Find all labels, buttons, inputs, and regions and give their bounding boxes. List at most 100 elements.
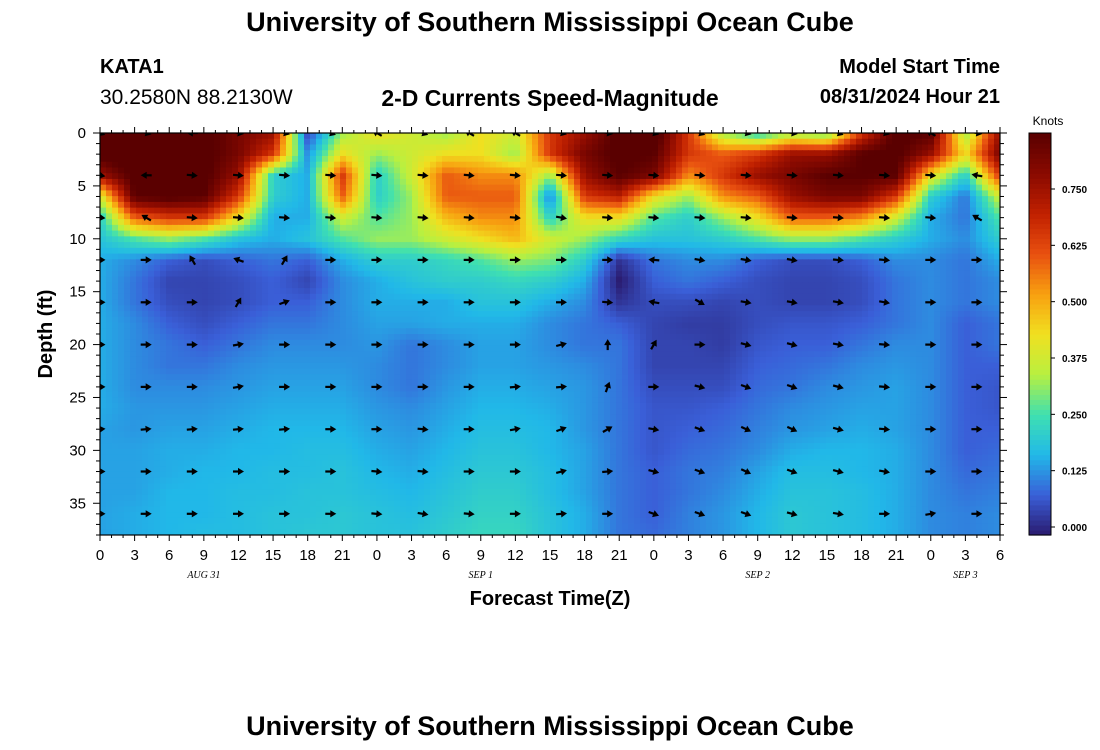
heatmap-cell — [658, 282, 665, 289]
heatmap-cell — [274, 305, 281, 312]
heatmap-cell — [196, 230, 203, 237]
heatmap-cell — [124, 322, 131, 329]
heatmap-cell — [298, 224, 305, 232]
heatmap-cell — [874, 242, 881, 249]
heatmap-cell — [748, 178, 755, 186]
heatmap-cell — [730, 178, 737, 186]
heatmap-cell — [478, 236, 485, 243]
heatmap-cell — [616, 316, 623, 324]
heatmap-cell — [874, 161, 881, 169]
heatmap-cell — [646, 173, 653, 180]
heatmap-cell — [262, 224, 269, 232]
heatmap-cell — [796, 155, 803, 163]
heatmap-cell — [532, 247, 539, 255]
heatmap-cell — [874, 224, 881, 232]
heatmap-cell — [964, 167, 971, 174]
heatmap-cell — [964, 155, 971, 163]
heatmap-cell — [304, 224, 311, 232]
heatmap-cell — [880, 247, 887, 255]
heatmap-cell — [904, 150, 911, 157]
heatmap-cell — [394, 299, 401, 306]
heatmap-cell — [850, 311, 857, 318]
heatmap-cell — [316, 196, 323, 203]
heatmap-cell — [556, 311, 563, 318]
heatmap-cell — [484, 213, 491, 220]
heatmap-cell — [478, 150, 485, 157]
heatmap-cell — [442, 276, 449, 283]
heatmap-cell — [400, 230, 407, 237]
heatmap-cell — [520, 207, 527, 214]
heatmap-cell — [988, 316, 995, 324]
heatmap-cell — [604, 184, 611, 192]
heatmap-cell — [298, 230, 305, 237]
heatmap-cell — [190, 265, 197, 272]
heatmap-cell — [832, 155, 839, 163]
heatmap-cell — [466, 305, 473, 312]
heatmap-cell — [166, 288, 173, 295]
heatmap-cell — [232, 184, 239, 192]
heatmap-cell — [208, 173, 215, 180]
heatmap-cell — [436, 144, 443, 151]
heatmap-cell — [598, 224, 605, 232]
heatmap-cells — [100, 133, 1000, 535]
heatmap-cell — [334, 144, 341, 151]
heatmap-cell — [688, 288, 695, 295]
heatmap-cell — [250, 144, 257, 151]
heatmap-cell — [268, 155, 275, 163]
heatmap-cell — [208, 133, 215, 140]
heatmap-cell — [472, 242, 479, 249]
heatmap-cell — [988, 236, 995, 243]
heatmap-cell — [790, 253, 797, 260]
heatmap-cell — [250, 224, 257, 232]
heatmap-cell — [580, 161, 587, 169]
heatmap-cell — [874, 184, 881, 192]
heatmap-cell — [934, 276, 941, 283]
heatmap-cell — [994, 236, 1000, 243]
heatmap-cell — [106, 167, 113, 174]
heatmap-cell — [100, 207, 107, 214]
heatmap-cell — [880, 265, 887, 272]
heatmap-cell — [946, 236, 953, 243]
heatmap-cell — [760, 265, 767, 272]
heatmap-cell — [520, 253, 527, 260]
heatmap-cell — [772, 293, 779, 301]
heatmap-cell — [796, 259, 803, 266]
heatmap-cell — [532, 265, 539, 272]
heatmap-cell — [910, 178, 917, 186]
heatmap-cell — [772, 219, 779, 226]
heatmap-cell — [850, 178, 857, 186]
heatmap-cell — [316, 138, 323, 146]
heatmap-cell — [106, 173, 113, 180]
heatmap-cell — [298, 322, 305, 329]
heatmap-cell — [394, 173, 401, 180]
heatmap-cell — [742, 196, 749, 203]
heatmap-cell — [244, 305, 251, 312]
heatmap-cell — [178, 196, 185, 203]
heatmap-cell — [838, 276, 845, 283]
heatmap-cell — [598, 242, 605, 249]
heatmap-cell — [154, 247, 161, 255]
heatmap-cell — [994, 138, 1000, 146]
heatmap-cell — [166, 305, 173, 312]
heatmap-cell — [880, 173, 887, 180]
heatmap-cell — [322, 213, 329, 220]
heatmap-cell — [382, 201, 389, 209]
heatmap-cell — [790, 236, 797, 243]
heatmap-cell — [262, 219, 269, 226]
heatmap-cell — [856, 236, 863, 243]
heatmap-cell — [394, 201, 401, 209]
heatmap-cell — [466, 184, 473, 192]
heatmap-cell — [898, 213, 905, 220]
heatmap-cell — [550, 173, 557, 180]
heatmap-cell — [646, 288, 653, 295]
heatmap-cell — [778, 236, 785, 243]
heatmap-cell — [934, 190, 941, 197]
heatmap-cell — [982, 213, 989, 220]
heatmap-cell — [574, 265, 581, 272]
heatmap-cell — [334, 265, 341, 272]
heatmap-cell — [268, 184, 275, 192]
heatmap-cell — [364, 270, 371, 278]
heatmap-cell — [754, 207, 761, 214]
heatmap-cell — [454, 150, 461, 157]
heatmap-cell — [712, 201, 719, 209]
